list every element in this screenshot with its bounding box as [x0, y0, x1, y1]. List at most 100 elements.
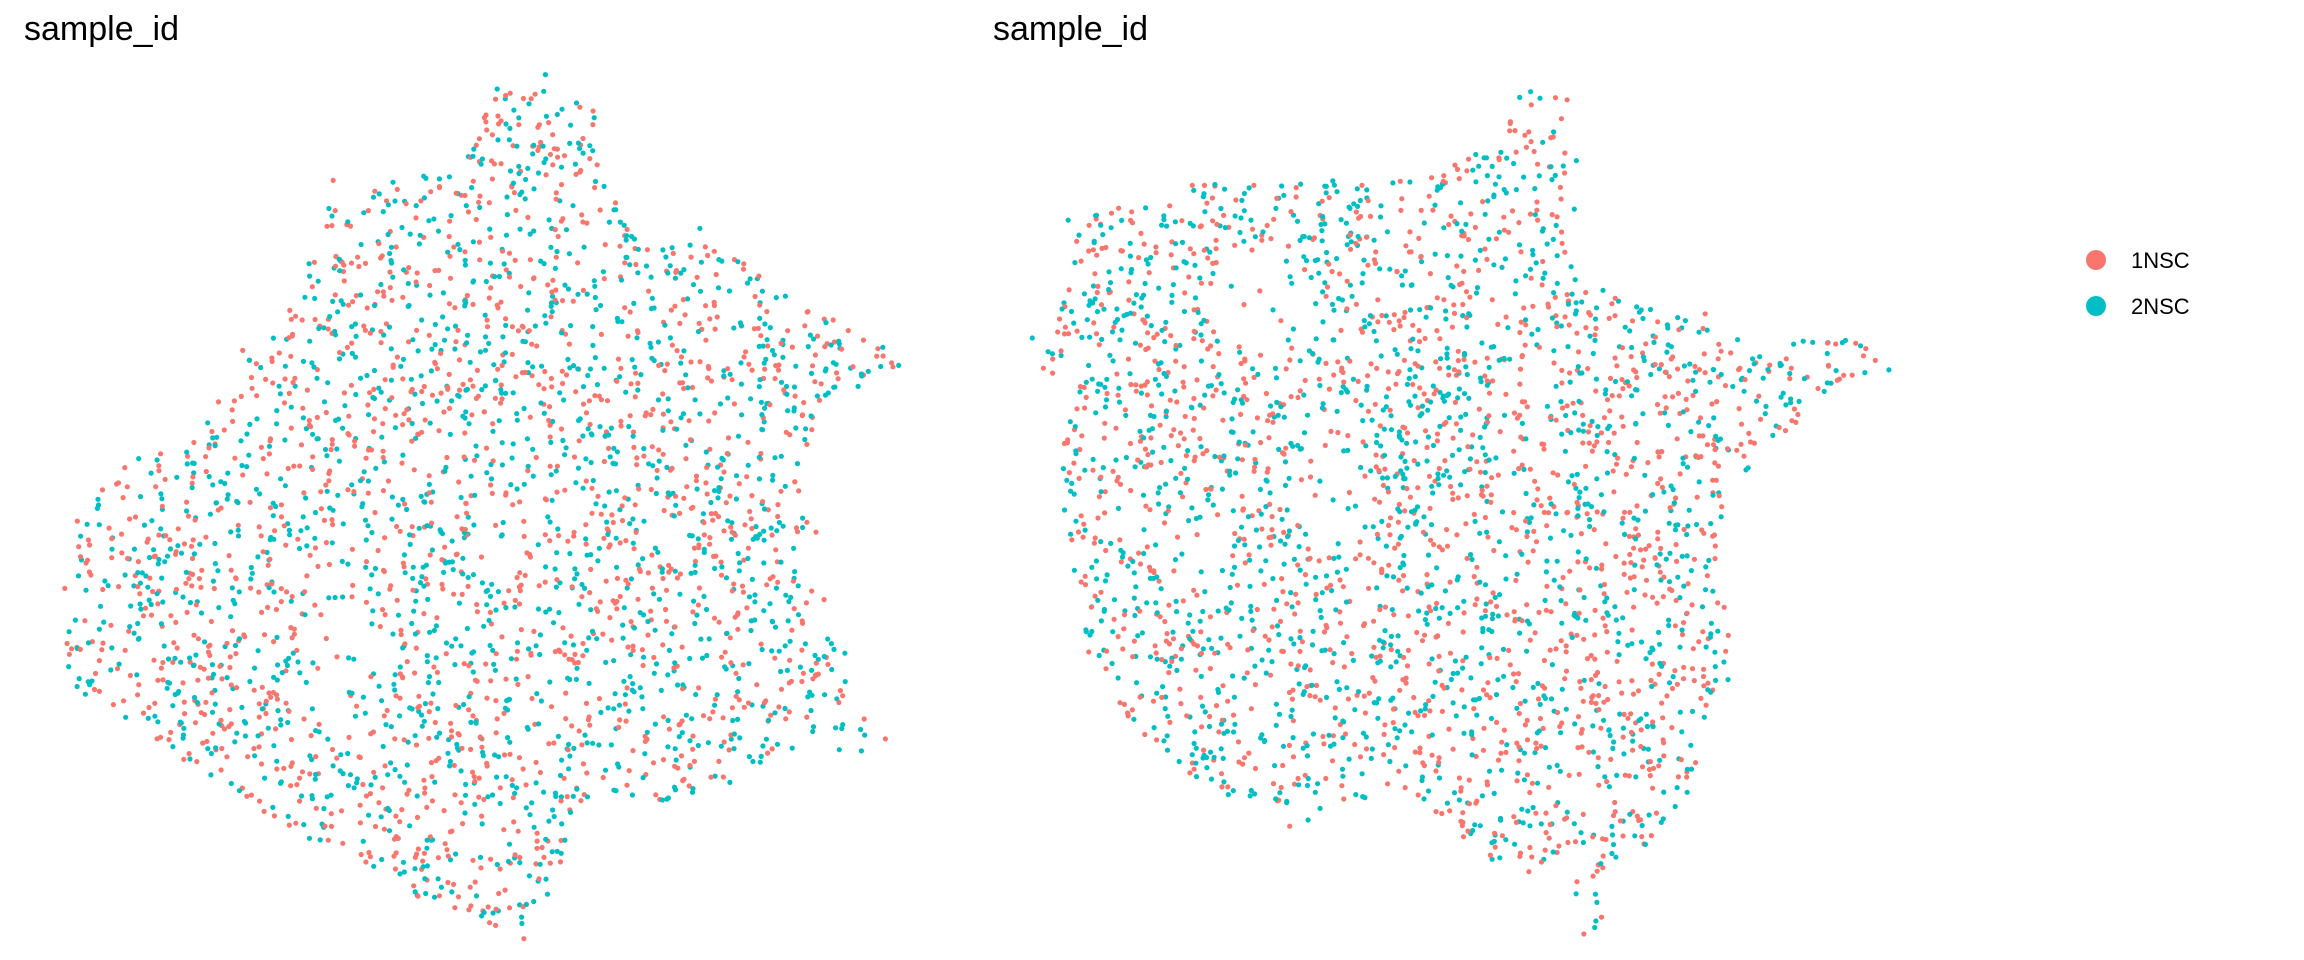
point-1nsc	[770, 574, 776, 580]
point-2nsc	[780, 523, 786, 529]
point-1nsc	[778, 340, 784, 346]
point-2nsc	[587, 366, 594, 372]
point-2nsc	[431, 894, 438, 900]
point-1nsc	[350, 582, 356, 589]
point-2nsc	[258, 364, 264, 371]
point-2nsc	[501, 261, 507, 267]
point-2nsc	[577, 145, 583, 152]
point-1nsc	[572, 660, 578, 666]
point-1nsc	[1156, 578, 1162, 584]
point-1nsc	[393, 693, 399, 699]
point-1nsc	[1120, 646, 1126, 652]
point-1nsc	[1578, 531, 1584, 537]
point-2nsc	[585, 426, 591, 432]
point-1nsc	[561, 775, 567, 781]
point-1nsc	[416, 703, 423, 709]
point-2nsc	[1606, 784, 1612, 790]
point-2nsc	[470, 669, 476, 675]
point-1nsc	[1076, 475, 1082, 481]
point-1nsc	[382, 377, 388, 383]
point-2nsc	[1113, 457, 1119, 463]
point-2nsc	[1408, 509, 1414, 515]
point-1nsc	[439, 581, 445, 588]
point-1nsc	[1581, 636, 1587, 642]
point-1nsc	[1513, 149, 1519, 155]
point-2nsc	[1163, 414, 1169, 420]
point-1nsc	[1241, 536, 1247, 542]
point-2nsc	[716, 485, 722, 491]
point-1nsc	[400, 376, 406, 382]
point-2nsc	[418, 373, 424, 379]
point-2nsc	[1090, 283, 1097, 289]
point-1nsc	[1627, 509, 1633, 515]
point-1nsc	[1697, 415, 1704, 421]
point-1nsc	[1433, 768, 1439, 774]
point-1nsc	[1619, 414, 1625, 420]
point-2nsc	[447, 758, 453, 765]
point-2nsc	[1248, 603, 1254, 610]
point-1nsc	[1596, 693, 1602, 699]
point-2nsc	[603, 659, 609, 666]
point-1nsc	[1571, 481, 1577, 487]
point-1nsc	[297, 463, 303, 469]
point-1nsc	[1511, 448, 1517, 454]
point-1nsc	[490, 458, 496, 464]
point-2nsc	[1148, 323, 1154, 329]
point-1nsc	[880, 353, 886, 359]
point-2nsc	[1710, 492, 1716, 498]
point-2nsc	[282, 483, 288, 489]
point-1nsc	[254, 393, 260, 399]
point-1nsc	[622, 260, 628, 266]
point-1nsc	[363, 793, 370, 799]
point-2nsc	[532, 323, 539, 329]
point-2nsc	[1432, 202, 1438, 208]
point-2nsc	[711, 488, 718, 494]
point-2nsc	[761, 608, 767, 614]
point-1nsc	[1606, 315, 1612, 321]
point-2nsc	[432, 321, 438, 328]
point-1nsc	[1478, 492, 1485, 498]
point-1nsc	[96, 688, 102, 695]
point-2nsc	[449, 889, 455, 895]
point-2nsc	[1491, 790, 1497, 797]
point-1nsc	[1788, 365, 1794, 371]
point-1nsc	[387, 586, 393, 592]
point-1nsc	[1410, 322, 1416, 328]
point-2nsc	[565, 675, 571, 681]
point-2nsc	[1273, 205, 1279, 211]
point-1nsc	[1451, 302, 1457, 308]
point-2nsc	[1317, 805, 1323, 812]
point-1nsc	[1446, 222, 1452, 228]
point-1nsc	[1323, 775, 1329, 782]
point-2nsc	[1693, 521, 1700, 528]
point-2nsc	[1181, 308, 1187, 315]
point-1nsc	[267, 556, 273, 562]
point-1nsc	[1635, 688, 1642, 694]
point-2nsc	[1642, 508, 1648, 514]
point-2nsc	[759, 646, 765, 653]
point-1nsc	[1580, 412, 1586, 418]
point-1nsc	[413, 279, 419, 285]
point-2nsc	[643, 263, 650, 269]
point-1nsc	[160, 659, 166, 666]
point-2nsc	[575, 465, 582, 471]
point-2nsc	[471, 522, 477, 528]
point-1nsc	[740, 662, 746, 668]
point-2nsc	[1463, 364, 1469, 370]
point-1nsc	[1522, 132, 1528, 138]
point-2nsc	[1559, 431, 1565, 437]
point-1nsc	[288, 783, 294, 789]
point-2nsc	[345, 219, 351, 225]
point-2nsc	[689, 716, 695, 722]
point-1nsc	[1184, 713, 1190, 719]
point-2nsc	[692, 397, 698, 403]
point-2nsc	[502, 350, 509, 356]
point-2nsc	[1620, 615, 1626, 621]
point-1nsc	[1511, 410, 1517, 416]
point-1nsc	[1257, 352, 1264, 358]
point-1nsc	[1377, 423, 1383, 429]
point-2nsc	[456, 600, 462, 606]
point-1nsc	[545, 282, 551, 288]
point-2nsc	[703, 606, 710, 613]
point-2nsc	[352, 321, 358, 327]
